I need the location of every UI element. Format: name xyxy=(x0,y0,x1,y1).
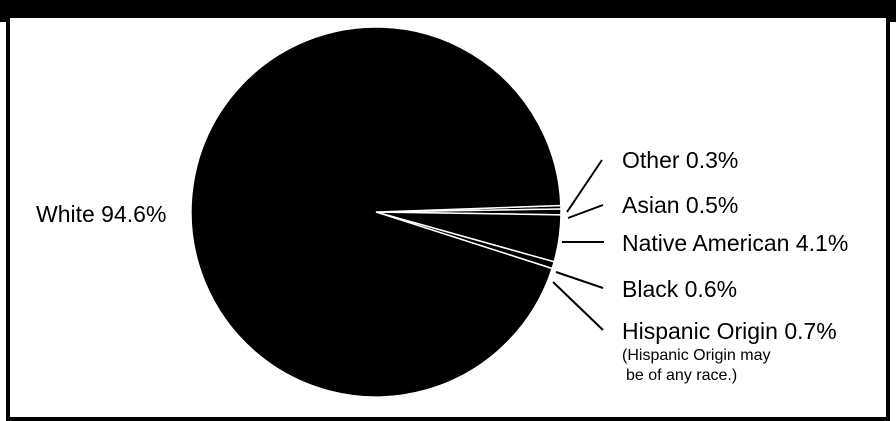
label-native-american: Native American 4.1% xyxy=(622,230,848,256)
label-hispanic: Hispanic Origin 0.7% xyxy=(622,318,837,344)
leader-line-other xyxy=(566,159,603,213)
label-asian: Asian 0.5% xyxy=(622,192,738,218)
label-other: Other 0.3% xyxy=(622,147,738,173)
leader-lines xyxy=(552,159,604,331)
label-white: White 94.6% xyxy=(36,201,166,227)
leader-line-hispanic xyxy=(552,281,604,331)
note-hispanic-line1: (Hispanic Origin may xyxy=(622,347,770,364)
pie-slice-white xyxy=(190,26,562,398)
leader-line-black xyxy=(555,271,604,289)
leader-line-asian xyxy=(567,204,604,219)
pie-slices xyxy=(190,26,562,398)
note-hispanic-line2: be of any race.) xyxy=(626,367,737,384)
label-black: Black 0.6% xyxy=(622,276,737,302)
